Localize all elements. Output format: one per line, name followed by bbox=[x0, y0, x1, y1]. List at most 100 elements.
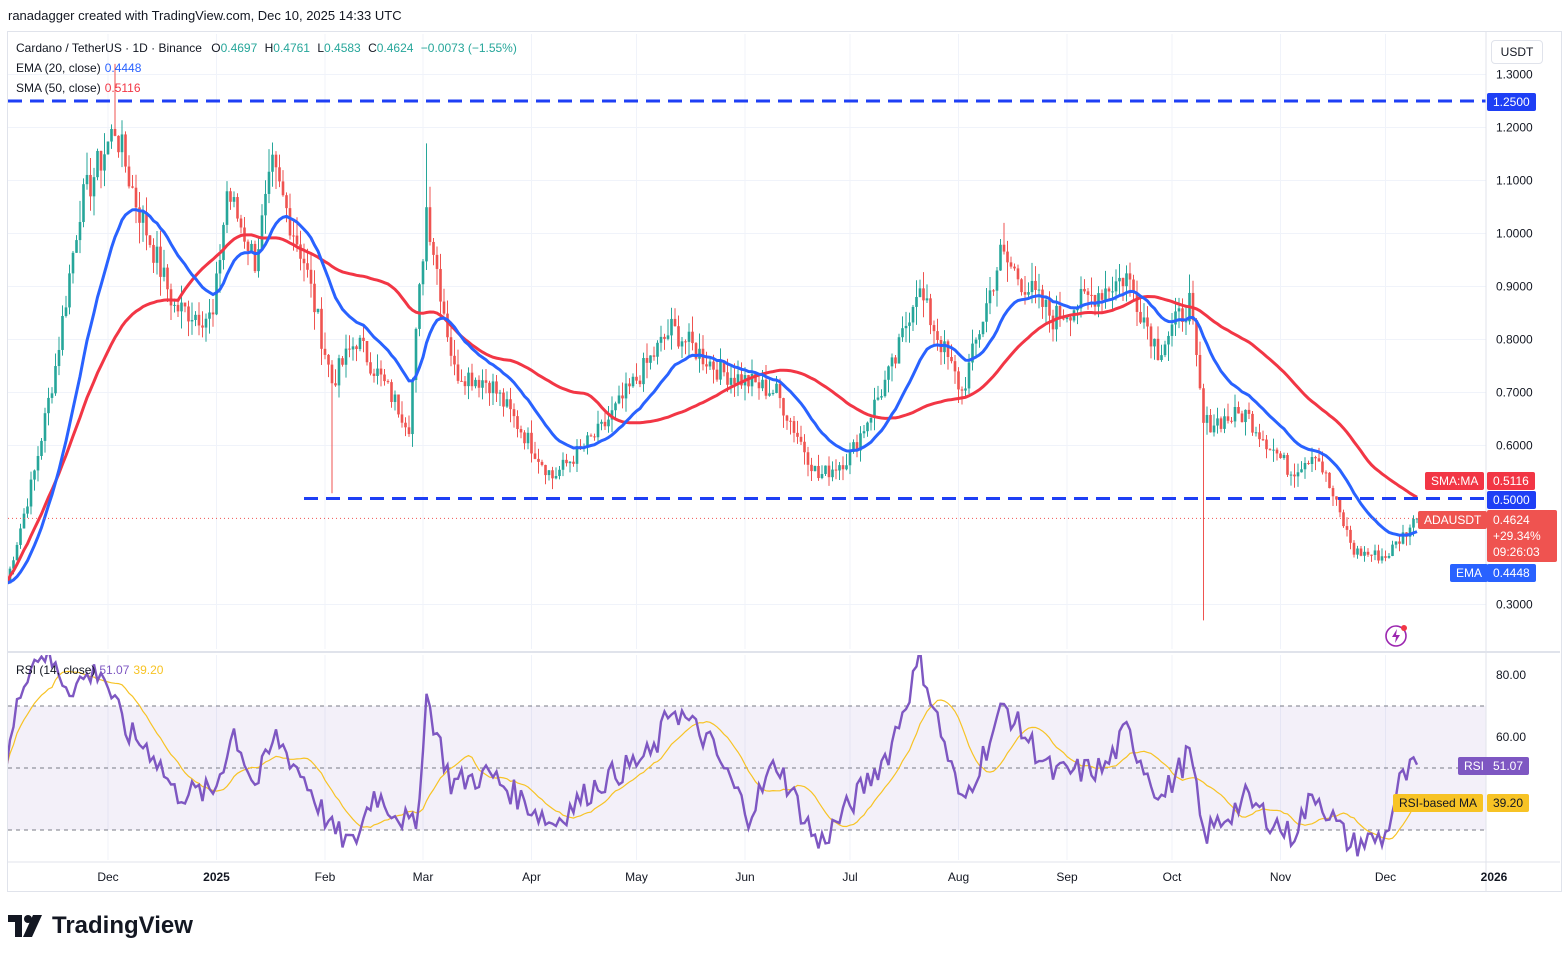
candle-body bbox=[1167, 335, 1170, 345]
legend-change: −0.0073 (−1.55%) bbox=[420, 41, 517, 55]
candle-body bbox=[1300, 469, 1303, 473]
candle-body bbox=[1335, 496, 1338, 500]
candle-body bbox=[862, 431, 866, 434]
candle-body bbox=[673, 318, 677, 327]
candle-body bbox=[239, 218, 243, 228]
candle-body bbox=[712, 361, 715, 370]
candle-body bbox=[257, 249, 260, 272]
time-tick-label: Nov bbox=[1270, 870, 1291, 884]
candle-body bbox=[834, 469, 838, 471]
chart-frame bbox=[7, 31, 1562, 892]
candle-body bbox=[260, 215, 264, 250]
candle-body bbox=[187, 306, 190, 322]
candle-body bbox=[936, 331, 939, 341]
candle-body bbox=[64, 307, 68, 317]
sma-line bbox=[8, 233, 1418, 584]
candle-body bbox=[495, 381, 498, 394]
candle-body bbox=[467, 372, 470, 387]
candle-body bbox=[1069, 317, 1072, 321]
candle-body bbox=[1342, 512, 1345, 527]
candle-body bbox=[250, 243, 253, 252]
candle-body bbox=[379, 368, 383, 375]
candle-body bbox=[1016, 268, 1020, 280]
candle-body bbox=[992, 290, 995, 292]
candle-body bbox=[201, 325, 204, 328]
candle-body bbox=[957, 371, 960, 390]
candle-body bbox=[841, 465, 845, 470]
candle-body bbox=[876, 397, 880, 400]
candle-body bbox=[1181, 308, 1184, 322]
legend-sma-row: SMA (50, close) 0.5116 bbox=[16, 81, 141, 95]
legend-symbol: Cardano / TetherUS · 1D · Binance bbox=[16, 41, 202, 55]
candle-body bbox=[873, 399, 876, 418]
candle-body bbox=[554, 476, 558, 479]
candle-body bbox=[817, 465, 820, 479]
candle-body bbox=[435, 254, 439, 269]
candle-body bbox=[1142, 317, 1146, 323]
candle-body bbox=[642, 357, 645, 385]
candle-body bbox=[5, 583, 8, 587]
time-tick-label: Dec bbox=[97, 870, 118, 884]
tradingview-logo[interactable]: TradingView bbox=[8, 912, 193, 940]
candle-body bbox=[442, 301, 446, 314]
candle-body bbox=[477, 379, 481, 388]
candle-body bbox=[631, 376, 635, 387]
candle-body bbox=[348, 348, 351, 350]
candle-body bbox=[586, 435, 589, 447]
candle-body bbox=[1107, 288, 1111, 292]
symbol-name-tag: ADAUSDT bbox=[1418, 511, 1488, 529]
candle-body bbox=[1384, 556, 1387, 558]
candle-body bbox=[953, 361, 957, 372]
candle-body bbox=[824, 465, 827, 475]
candle-body bbox=[785, 415, 789, 421]
candle-body bbox=[855, 442, 859, 451]
candle-body bbox=[1398, 541, 1401, 544]
candle-body bbox=[593, 436, 596, 438]
candle-body bbox=[740, 374, 743, 386]
candle-body bbox=[796, 432, 799, 437]
candle-body bbox=[754, 373, 757, 383]
candle-body bbox=[1121, 277, 1125, 287]
candle-body bbox=[113, 128, 117, 136]
candle-body bbox=[589, 435, 593, 437]
candle-body bbox=[330, 364, 334, 384]
candle-body bbox=[271, 154, 274, 172]
candle-body bbox=[362, 337, 365, 341]
candle-body bbox=[33, 470, 36, 480]
candle-body bbox=[190, 319, 194, 322]
candle-body bbox=[99, 150, 103, 171]
candle-body bbox=[390, 382, 393, 402]
candle-body bbox=[768, 393, 771, 396]
candle-body bbox=[1345, 526, 1349, 530]
candle-body bbox=[1090, 294, 1093, 296]
candle-body bbox=[901, 328, 904, 338]
candle-body bbox=[505, 399, 509, 407]
candle-body bbox=[474, 379, 477, 387]
legend-sma-value: 0.5116 bbox=[104, 81, 141, 95]
candle-body bbox=[1370, 554, 1373, 556]
candle-body bbox=[411, 379, 414, 435]
candle-body bbox=[278, 167, 281, 182]
legend-high: 0.4761 bbox=[273, 41, 310, 55]
candle-body bbox=[1251, 413, 1254, 433]
lightning-icon[interactable] bbox=[1384, 624, 1408, 648]
candle-body bbox=[1149, 326, 1153, 347]
candle-body bbox=[1244, 409, 1247, 423]
candle-body bbox=[169, 289, 173, 306]
candle-body bbox=[1013, 266, 1016, 269]
candle-body bbox=[236, 197, 239, 219]
candle-body bbox=[1198, 354, 1202, 389]
candle-body bbox=[124, 134, 127, 167]
candle-body bbox=[1009, 262, 1013, 267]
candle-body bbox=[1282, 455, 1286, 459]
candle-body bbox=[880, 396, 883, 398]
candle-body bbox=[1394, 541, 1398, 545]
candle-body bbox=[670, 318, 673, 336]
candle-body bbox=[400, 414, 404, 423]
candle-body bbox=[1254, 432, 1258, 434]
candle-body bbox=[1408, 527, 1412, 537]
candle-body bbox=[36, 455, 40, 471]
currency-button[interactable]: USDT bbox=[1491, 40, 1543, 64]
candle-body bbox=[523, 432, 526, 444]
